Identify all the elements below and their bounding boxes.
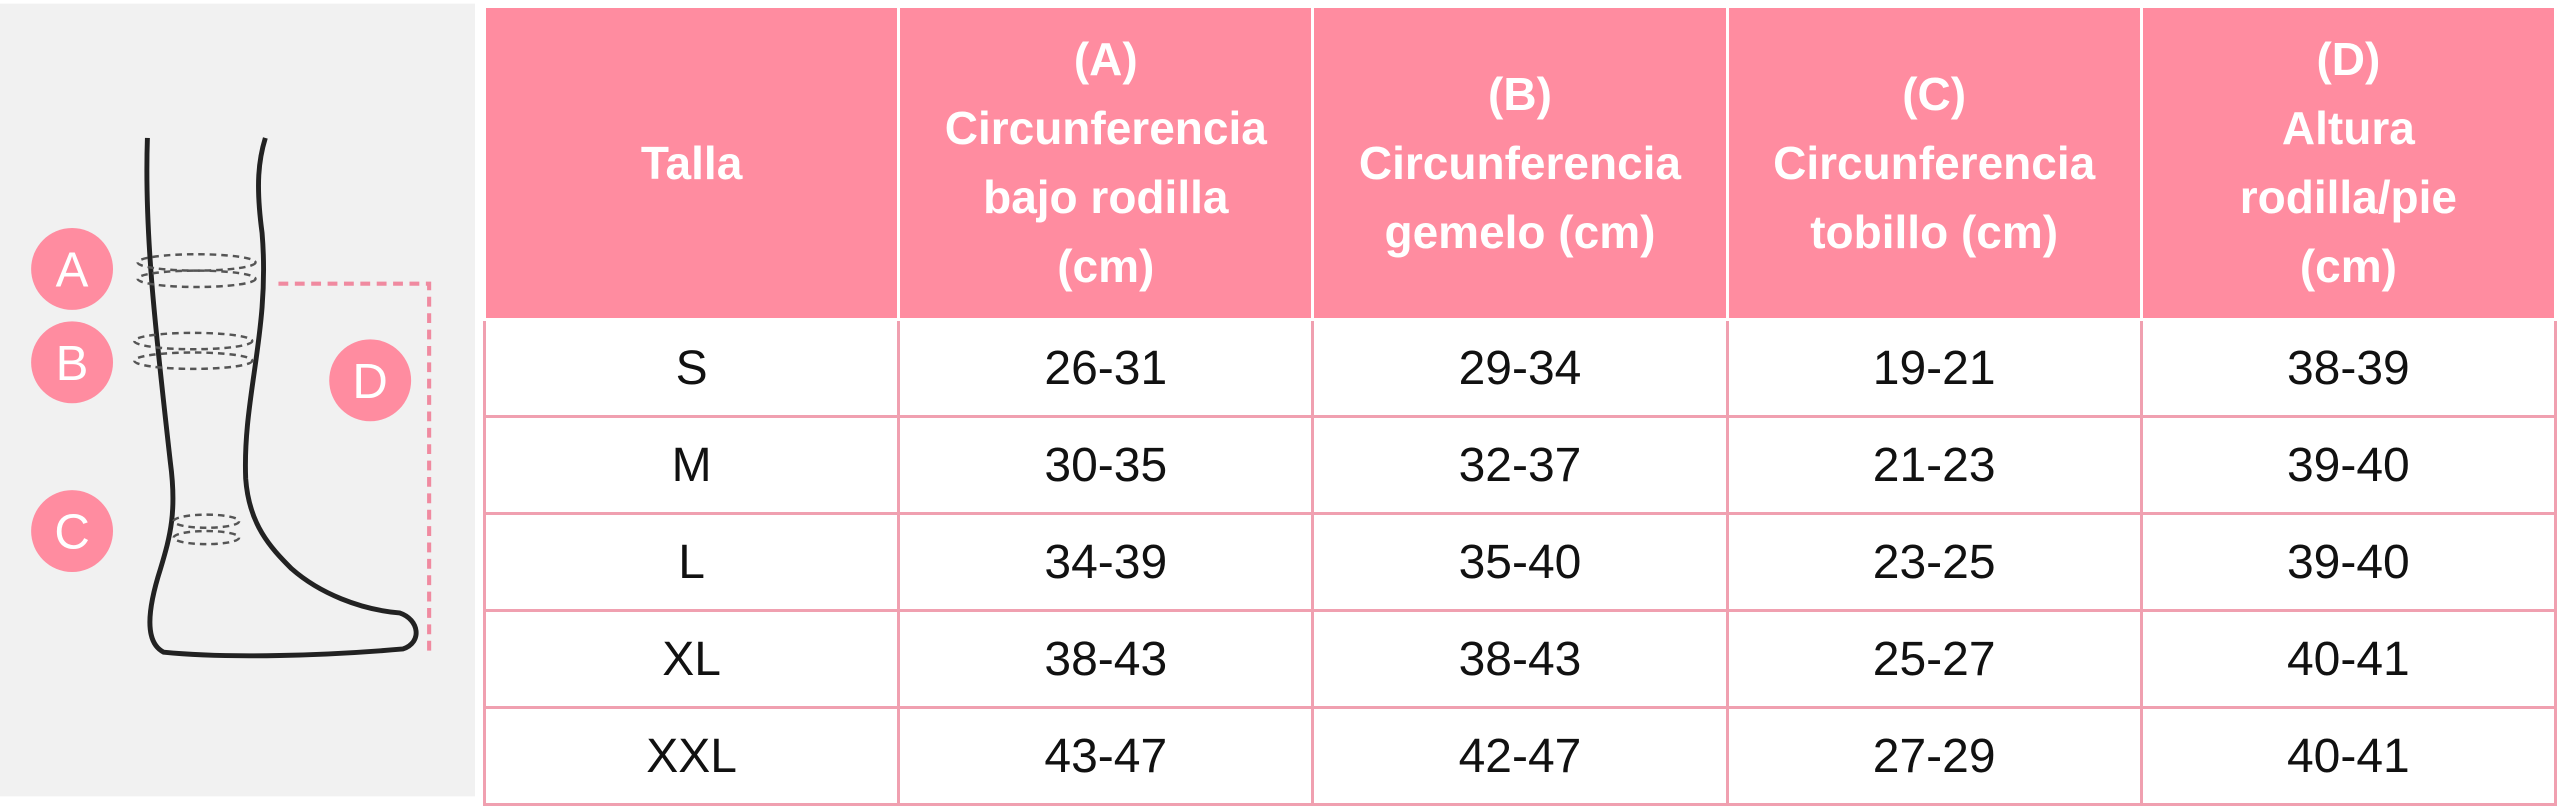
value-cell: 21-23 bbox=[1725, 415, 2143, 515]
value-cell: 30-35 bbox=[897, 415, 1315, 515]
header-line: Talla bbox=[640, 136, 743, 189]
size-cell: XL bbox=[482, 609, 901, 709]
header-line: gemelo (cm) bbox=[1384, 205, 1656, 258]
table-row: L 34-39 35-40 23-25 39-40 bbox=[482, 512, 2558, 612]
size-cell: M bbox=[482, 415, 901, 515]
size-table: Talla (A) Circunferencia bajo rodilla (cm) (B… bbox=[482, 5, 2558, 806]
value-cell: 39-40 bbox=[2139, 415, 2558, 515]
table-row: S 26-31 29-34 19-21 38-39 bbox=[482, 318, 2558, 418]
value-cell: 43-47 bbox=[897, 706, 1315, 806]
header-line: (B) bbox=[1488, 67, 1552, 120]
table-row: M 30-35 32-37 21-23 39-40 bbox=[482, 415, 2558, 515]
leg-outline bbox=[144, 137, 419, 659]
value-cell: 26-31 bbox=[897, 318, 1315, 418]
height-line bbox=[278, 281, 432, 653]
value-cell: 42-47 bbox=[1311, 706, 1729, 806]
value-cell: 25-27 bbox=[1725, 609, 2143, 709]
header-cell: Talla bbox=[482, 5, 901, 321]
table-row: XXL 43-47 42-47 27-29 40-41 bbox=[482, 706, 2558, 806]
label: A bbox=[56, 244, 89, 298]
header-line: Altura bbox=[2281, 102, 2415, 154]
size-cell: S bbox=[482, 318, 901, 418]
header-line: (A) bbox=[1073, 33, 1138, 85]
value-cell: 32-37 bbox=[1311, 415, 1729, 515]
value-cell: 38-43 bbox=[1311, 609, 1729, 709]
header-line: (cm) bbox=[1057, 240, 1155, 292]
header-line: bajo rodilla bbox=[983, 171, 1229, 223]
value-cell: 34-39 bbox=[897, 512, 1315, 612]
label-circle bbox=[31, 490, 114, 572]
table-row: XL 38-43 38-43 25-27 40-41 bbox=[482, 609, 2558, 709]
header-line: (cm) bbox=[2299, 240, 2397, 292]
value-cell: 38-39 bbox=[2139, 318, 2558, 418]
size-cell: XXL bbox=[482, 706, 901, 806]
value-cell: 27-29 bbox=[1725, 706, 2143, 806]
label: B bbox=[56, 337, 89, 391]
header-cell: (A) Circunferencia bajo rodilla (cm) bbox=[897, 5, 1315, 321]
leg-illustration: A B C D bbox=[0, 3, 475, 797]
size-cell: L bbox=[482, 512, 901, 612]
label: C bbox=[54, 506, 89, 560]
header-row: Talla (A) Circunferencia bajo rodilla (cm) (B… bbox=[482, 5, 2558, 321]
header-line: Circunferencia bbox=[1358, 136, 1682, 189]
value-cell: 23-25 bbox=[1725, 512, 2143, 612]
value-cell: 40-41 bbox=[2139, 609, 2558, 709]
header-line: Circunferencia bbox=[944, 102, 1267, 154]
header-cell: (D) Altura rodilla/pie (cm) bbox=[2139, 5, 2558, 321]
value-cell: 39-40 bbox=[2139, 512, 2558, 612]
header-line: Circunferencia bbox=[1773, 136, 2096, 189]
value-cell: 38-43 bbox=[897, 609, 1315, 709]
value-cell: 29-34 bbox=[1311, 318, 1729, 418]
label-circle bbox=[31, 321, 114, 404]
value-cell: 19-21 bbox=[1725, 318, 2143, 418]
header-line: (C) bbox=[1902, 67, 1967, 120]
label-circle bbox=[31, 228, 114, 310]
value-cell: 40-41 bbox=[2139, 706, 2558, 806]
value-cell: 35-40 bbox=[1311, 512, 1729, 612]
header-line: rodilla/pie bbox=[2239, 171, 2457, 223]
header-line: (D) bbox=[2316, 33, 2381, 85]
header-line: tobillo (cm) bbox=[1810, 205, 2059, 258]
header-cell: (B) Circunferencia gemelo (cm) bbox=[1311, 5, 1729, 321]
header-cell: (C) Circunferencia tobillo (cm) bbox=[1725, 5, 2143, 321]
label: D bbox=[352, 355, 387, 409]
label-circle bbox=[329, 339, 412, 422]
